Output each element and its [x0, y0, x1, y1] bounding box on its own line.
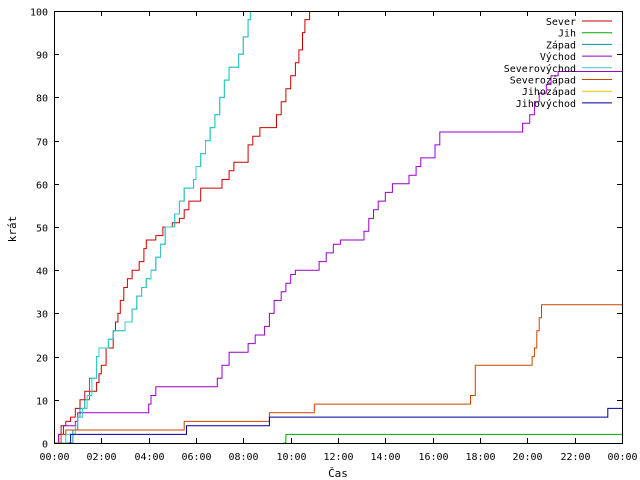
x-tick-label: 02:00 — [86, 452, 116, 463]
x-axis-title: Čas — [328, 467, 348, 480]
y-tick-label: 0 — [42, 440, 48, 451]
plot-lines — [54, 11, 622, 444]
series-line-jihovýchod — [68, 407, 622, 444]
legend-label: Západ — [546, 39, 576, 51]
legend-label: Severovýchod — [504, 63, 576, 75]
y-tick-label: 40 — [36, 267, 48, 278]
x-tick-label: 16:00 — [418, 452, 448, 463]
y-tick-label: 80 — [36, 94, 48, 105]
x-tick-label: 12:00 — [323, 452, 353, 463]
series-line-sever — [56, 11, 311, 444]
y-tick-label: 20 — [36, 354, 48, 365]
y-axis-title: krát — [6, 216, 19, 243]
y-tick-label: 70 — [36, 138, 48, 149]
legend-label: Sever — [546, 17, 576, 28]
series-line-jih — [283, 433, 622, 444]
y-tick-label: 60 — [36, 181, 48, 192]
x-tick-label: 00:00 — [39, 452, 69, 463]
x-tick-label: 14:00 — [370, 452, 400, 463]
axis-ticks: 00:00 02:00 04:00 06:00 08:00 10:00 12:00 14:00… — [30, 8, 638, 464]
x-tick-label: 08:00 — [228, 452, 258, 463]
x-tick-label: 22:00 — [560, 452, 590, 463]
series-line-východ — [54, 71, 622, 444]
y-tick-label: 10 — [36, 397, 48, 408]
legend: SeverJihZápadVýchodSeverovýchodSeverozáp… — [504, 17, 612, 110]
x-tick-label: 10:00 — [276, 452, 306, 463]
series-line-severovýchod — [61, 11, 251, 444]
legend-label: Jihozápad — [522, 86, 576, 98]
legend-label: Jih — [558, 29, 576, 40]
x-tick-label: 04:00 — [134, 452, 164, 463]
legend-label: Severozápad — [510, 75, 576, 87]
x-tick-label: 18:00 — [465, 452, 495, 463]
y-tick-label: 50 — [36, 224, 48, 235]
legend-label: Východ — [540, 51, 576, 63]
y-tick-label: 30 — [36, 310, 48, 321]
y-tick-label: 90 — [36, 51, 48, 62]
x-tick-label: 20:00 — [512, 452, 542, 463]
x-tick-label: 00:00 — [607, 452, 637, 463]
y-tick-label: 100 — [30, 8, 48, 19]
x-tick-label: 06:00 — [181, 452, 211, 463]
legend-label: Jihovýchod — [516, 98, 576, 110]
series-line-severozápad — [54, 304, 622, 444]
